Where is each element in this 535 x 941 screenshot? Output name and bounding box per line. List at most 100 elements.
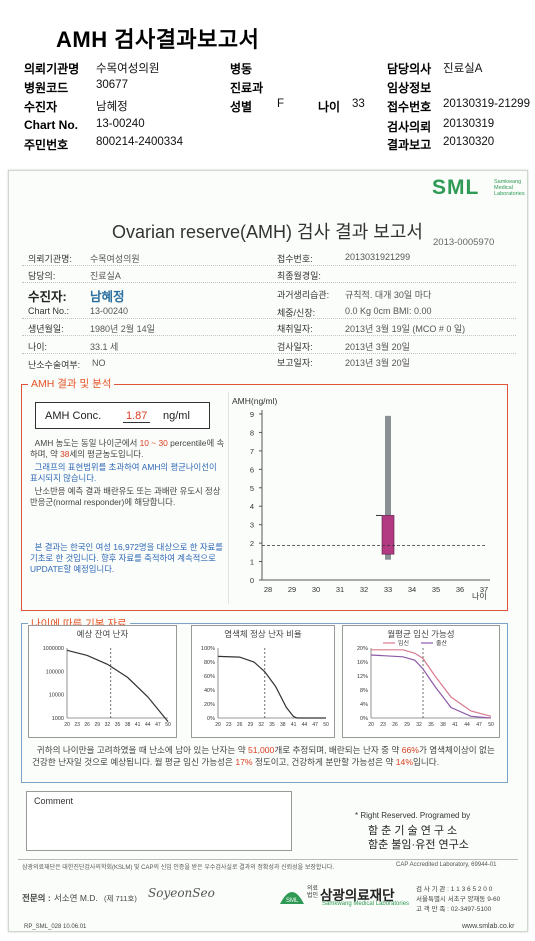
legend-label: 출산	[436, 640, 448, 647]
sml-logo: SML	[432, 176, 480, 199]
cap-line: CAP Accredited Laboratory, 69944-01	[396, 862, 497, 868]
foundation-english: Samkwang Medical Laboratories	[322, 901, 410, 907]
patient-name: 남혜정	[90, 290, 125, 304]
header-value: 20130319-21299	[443, 98, 530, 110]
y-tick-label: 4%	[360, 702, 368, 708]
patient-value: 2013년 3월 20일	[345, 358, 410, 368]
mini-chart-svg: 100% 80% 60% 40% 20% 0%20 23 26 29 32 35 38 41 44 47 50	[201, 646, 329, 728]
patient-label: 접수번호:	[277, 254, 313, 264]
header-label: 수진자	[24, 100, 58, 114]
x-tick-label: 50	[488, 722, 494, 728]
equivalent-age: 38	[60, 449, 70, 459]
rights-line: * Right Reserved. Programed by	[355, 811, 471, 820]
patient-value: 진료실A	[90, 271, 121, 281]
header-value: 20130319	[443, 118, 495, 130]
x-tick-label: 47	[312, 722, 318, 728]
x-tick-label: 41	[452, 722, 458, 728]
x-tick-label: 38	[280, 722, 286, 728]
y-tick-label: 100000	[46, 669, 64, 675]
logo-sub-line: Medical	[494, 185, 513, 191]
estimated-eggs: 51,000	[248, 745, 275, 755]
x-tick-label: 32	[360, 585, 368, 594]
certification-line: 삼광의료재단은 대한진단검사의학회(KSLM) 및 CAP의 신임 인증을 받은…	[22, 865, 335, 871]
legend-label: 임신	[398, 640, 409, 647]
doctor-label: 전문의 :	[22, 893, 51, 903]
text-span: 세의 평균농도입니다.	[69, 449, 144, 459]
x-tick-label: 29	[248, 722, 254, 728]
x-tick-label: 23	[380, 722, 386, 728]
x-tick-label: 29	[95, 722, 101, 728]
x-tick-label: 26	[392, 722, 398, 728]
x-tick-label: 20	[368, 722, 374, 728]
normal-egg-ratio: 66%	[401, 745, 419, 755]
percentile-range: 10 ~ 30	[139, 438, 168, 448]
pregnancy-rate: 17%	[235, 756, 253, 767]
patient-label: 나이:	[28, 342, 48, 352]
y-tick-label: 20%	[204, 702, 215, 708]
x-tick-label: 23	[74, 722, 80, 728]
analysis-paragraph-3: 난소반응 예측 결과 배란유도 또는 과배란 유도시 정상반응군(normal …	[30, 486, 226, 508]
foundation-logo-icon: SML	[280, 892, 304, 904]
doctor-name: 서소연 M.D.	[54, 893, 98, 903]
percentile-box	[381, 515, 395, 555]
x-tick-label: 26	[237, 722, 243, 728]
y-tick-label: 100%	[201, 646, 215, 652]
doctor-license: (제 711호)	[104, 894, 137, 903]
website-link[interactable]: www.smlab.co.kr	[462, 923, 515, 930]
patient-value: 2013년 3월 19일 (MCO # 0 일)	[345, 324, 466, 334]
form-code: RP_SML_028 10.06.01	[24, 924, 87, 930]
analysis-paragraph-1: AMH 농도는 동일 나이군에서 10 ~ 30 percentile에 속하며…	[30, 438, 226, 460]
y-tick-label: 9	[250, 410, 254, 419]
summary-text: 귀하의 나이만을 고려하였을 때 난소에 남아 있는 난자는 약 51,000개…	[32, 745, 502, 768]
x-tick-label: 20	[64, 722, 70, 728]
divider	[22, 265, 516, 266]
x-tick-label: 41	[135, 722, 141, 728]
divider	[22, 353, 516, 354]
org-line-2: 서울특별시 서초구 양재동 9-60	[416, 896, 501, 903]
patient-label: 생년월일:	[28, 324, 64, 334]
x-tick-label: 32	[105, 722, 111, 728]
org-line-1: 검 사 기 관 : 1 1 3 6 5 2 0 0	[416, 886, 493, 893]
patient-value: 0.0 Kg 0cm BMI: 0.00	[345, 306, 432, 316]
x-tick-label: 38	[440, 722, 446, 728]
basic-data-section	[21, 623, 508, 783]
x-tick-label: 29	[288, 585, 296, 594]
y-tick-label: 12%	[357, 674, 368, 680]
header-value: 진료실A	[443, 63, 483, 75]
header-label: 결과보고	[387, 138, 432, 152]
x-tick-label: 47	[476, 722, 482, 728]
header-value: 800214-2400334	[96, 136, 183, 148]
y-tick-label: 60%	[204, 674, 215, 680]
x-tick-label: 32	[258, 722, 264, 728]
report-id: 2013-0005970	[433, 237, 495, 248]
y-tick-label: 1	[250, 558, 254, 567]
x-tick-label: 35	[115, 722, 121, 728]
x-tick-label: 33	[384, 585, 392, 594]
patient-label: 난소수술여부:	[28, 360, 81, 370]
text-span: 본 결과는 한국인 여성 16,972명을 대상으로 한 자료를 기초로 한 것…	[30, 542, 223, 574]
y-tick-label: 0%	[207, 716, 215, 722]
patient-label: 과거생리습관:	[277, 290, 330, 300]
report-title: Ovarian reserve(AMH) 검사 결과 보고서	[112, 222, 423, 242]
text-span: 난소반응 예측 결과 배란유도 또는 과배란 유도시 정상반응군(normal …	[30, 486, 221, 507]
text-span: 귀하의 나이만을 고려하였을 때 난소에 남아 있는 난자는 약	[36, 745, 246, 755]
y-tick-label: 80%	[204, 660, 215, 666]
patient-label: 최종월경일:	[277, 271, 321, 281]
rights-org-1: 함 춘 기 술 연 구 소	[368, 825, 458, 837]
amh-conc-value: 1.87	[123, 410, 151, 423]
mini-chart-pregnancy-rate: 월평균 임신 가능성 20% 16% 12% 8% 4% 0% 20 23 26 29 32 35 38…	[342, 625, 500, 738]
y-tick-label: 5	[250, 484, 254, 493]
mini-chart-title: 염색체 정상 난자 비율	[224, 629, 302, 639]
patient-label: 보고일자:	[277, 358, 313, 368]
birth-rate: 14%	[395, 756, 413, 767]
comment-box	[26, 791, 292, 851]
header-label: Chart No.	[24, 118, 78, 132]
analysis-paragraph-4: 본 결과는 한국인 여성 16,972명을 대상으로 한 자료를 기초로 한 것…	[30, 542, 226, 575]
header-label: 의뢰기관명	[24, 62, 80, 76]
header-value: 13-00240	[96, 118, 145, 130]
mini-chart-title: 예상 잔여 난자	[76, 629, 129, 639]
x-tick-label: 47	[155, 722, 161, 728]
